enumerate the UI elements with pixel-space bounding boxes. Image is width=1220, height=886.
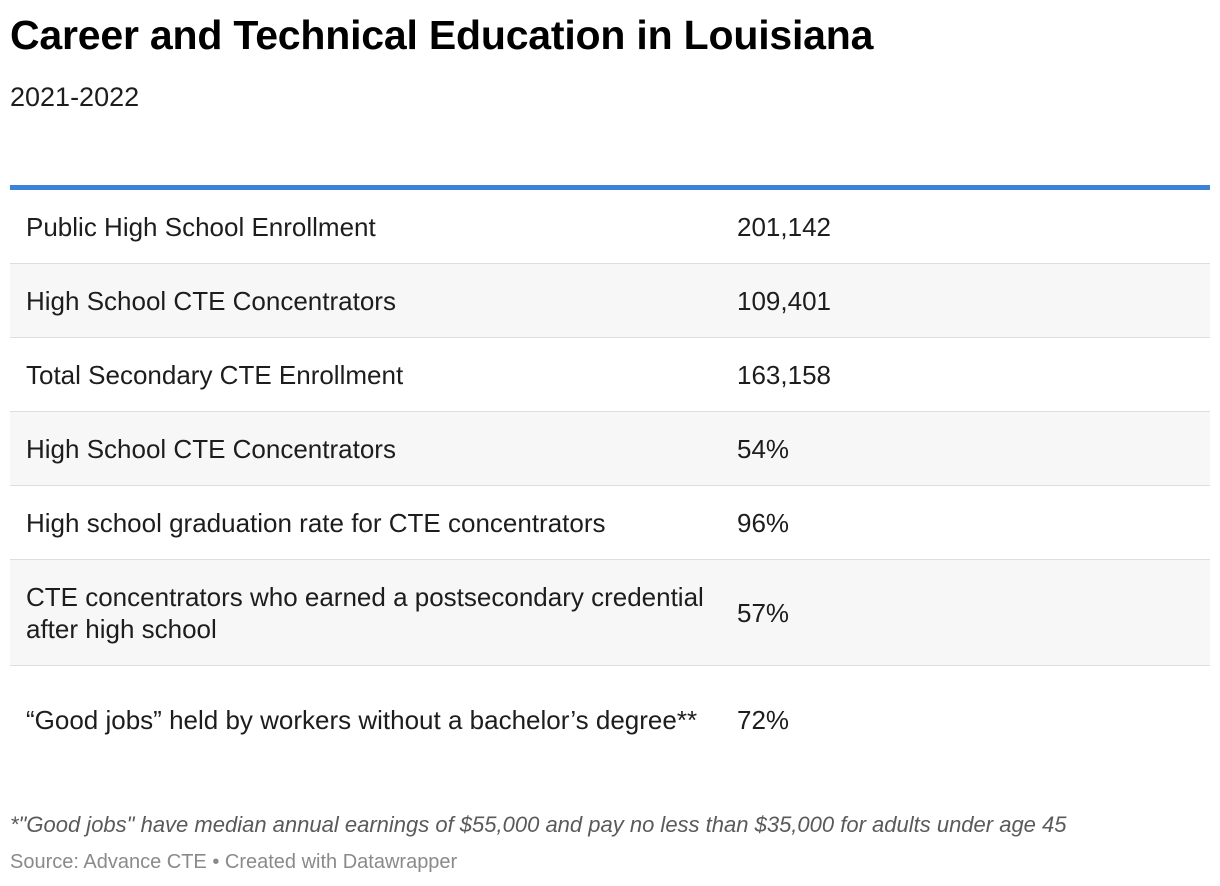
row-value: 163,158: [737, 359, 831, 390]
source-credit: Source: Advance CTE • Created with Dataw…: [10, 851, 458, 873]
table-row: High School CTE Concentrators 54%: [10, 412, 1210, 486]
row-value: 54%: [737, 433, 790, 464]
row-value: 109,401: [737, 285, 831, 316]
row-value: 201,142: [737, 211, 831, 242]
row-label: Total Secondary CTE Enrollment: [26, 359, 404, 390]
table-row: Public High School Enrollment 201,142: [10, 190, 1210, 264]
data-table: Public High School Enrollment 201,142 Hi…: [10, 185, 1210, 774]
row-label: High School CTE Concentrators: [26, 433, 396, 464]
row-label: High School CTE Concentrators: [26, 285, 396, 316]
table-row: High School CTE Concentrators 109,401: [10, 264, 1210, 338]
row-label: CTE concentrators who earned a postsecon…: [26, 581, 704, 644]
chart-title: Career and Technical Education in Louisi…: [10, 12, 874, 58]
table-row: “Good jobs” held by workers without a ba…: [10, 666, 1210, 774]
row-value: 57%: [737, 597, 790, 628]
row-value: 72%: [737, 705, 790, 735]
row-label: High school graduation rate for CTE conc…: [26, 507, 606, 538]
chart-subtitle: 2021-2022: [10, 82, 140, 112]
table-row: CTE concentrators who earned a postsecon…: [10, 560, 1210, 666]
row-value: 96%: [737, 507, 790, 538]
table-row: High school graduation rate for CTE conc…: [10, 486, 1210, 560]
table-row: Total Secondary CTE Enrollment 163,158: [10, 338, 1210, 412]
row-label: Public High School Enrollment: [26, 211, 376, 242]
row-label: “Good jobs” held by workers without a ba…: [26, 705, 698, 735]
footnote: *"Good jobs" have median annual earnings…: [10, 812, 1067, 837]
